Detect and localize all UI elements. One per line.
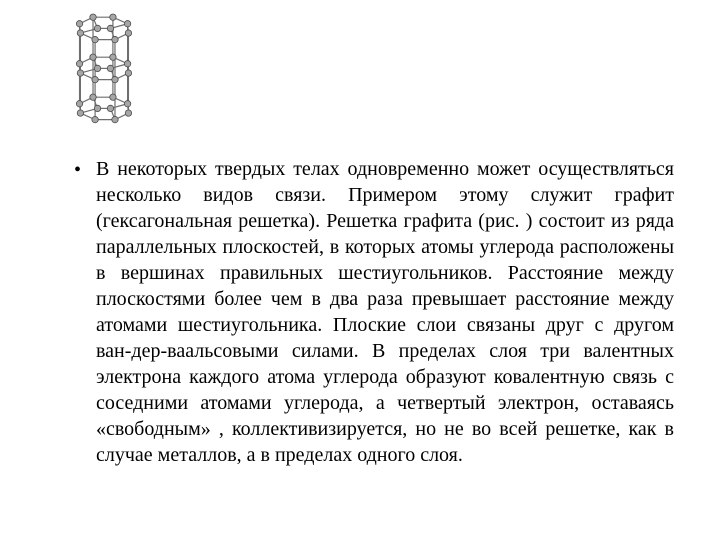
bullet-item: • В некоторых твердых телах одновременно… <box>74 156 674 468</box>
body-text-block: • В некоторых твердых телах одновременно… <box>74 156 674 468</box>
slide-root: • В некоторых твердых телах одновременно… <box>0 0 720 540</box>
lattice-svg <box>48 2 166 142</box>
bullet-marker: • <box>74 156 96 468</box>
graphite-lattice-diagram <box>48 2 166 147</box>
bullet-text: В некоторых твердых телах одновременно м… <box>96 156 674 468</box>
